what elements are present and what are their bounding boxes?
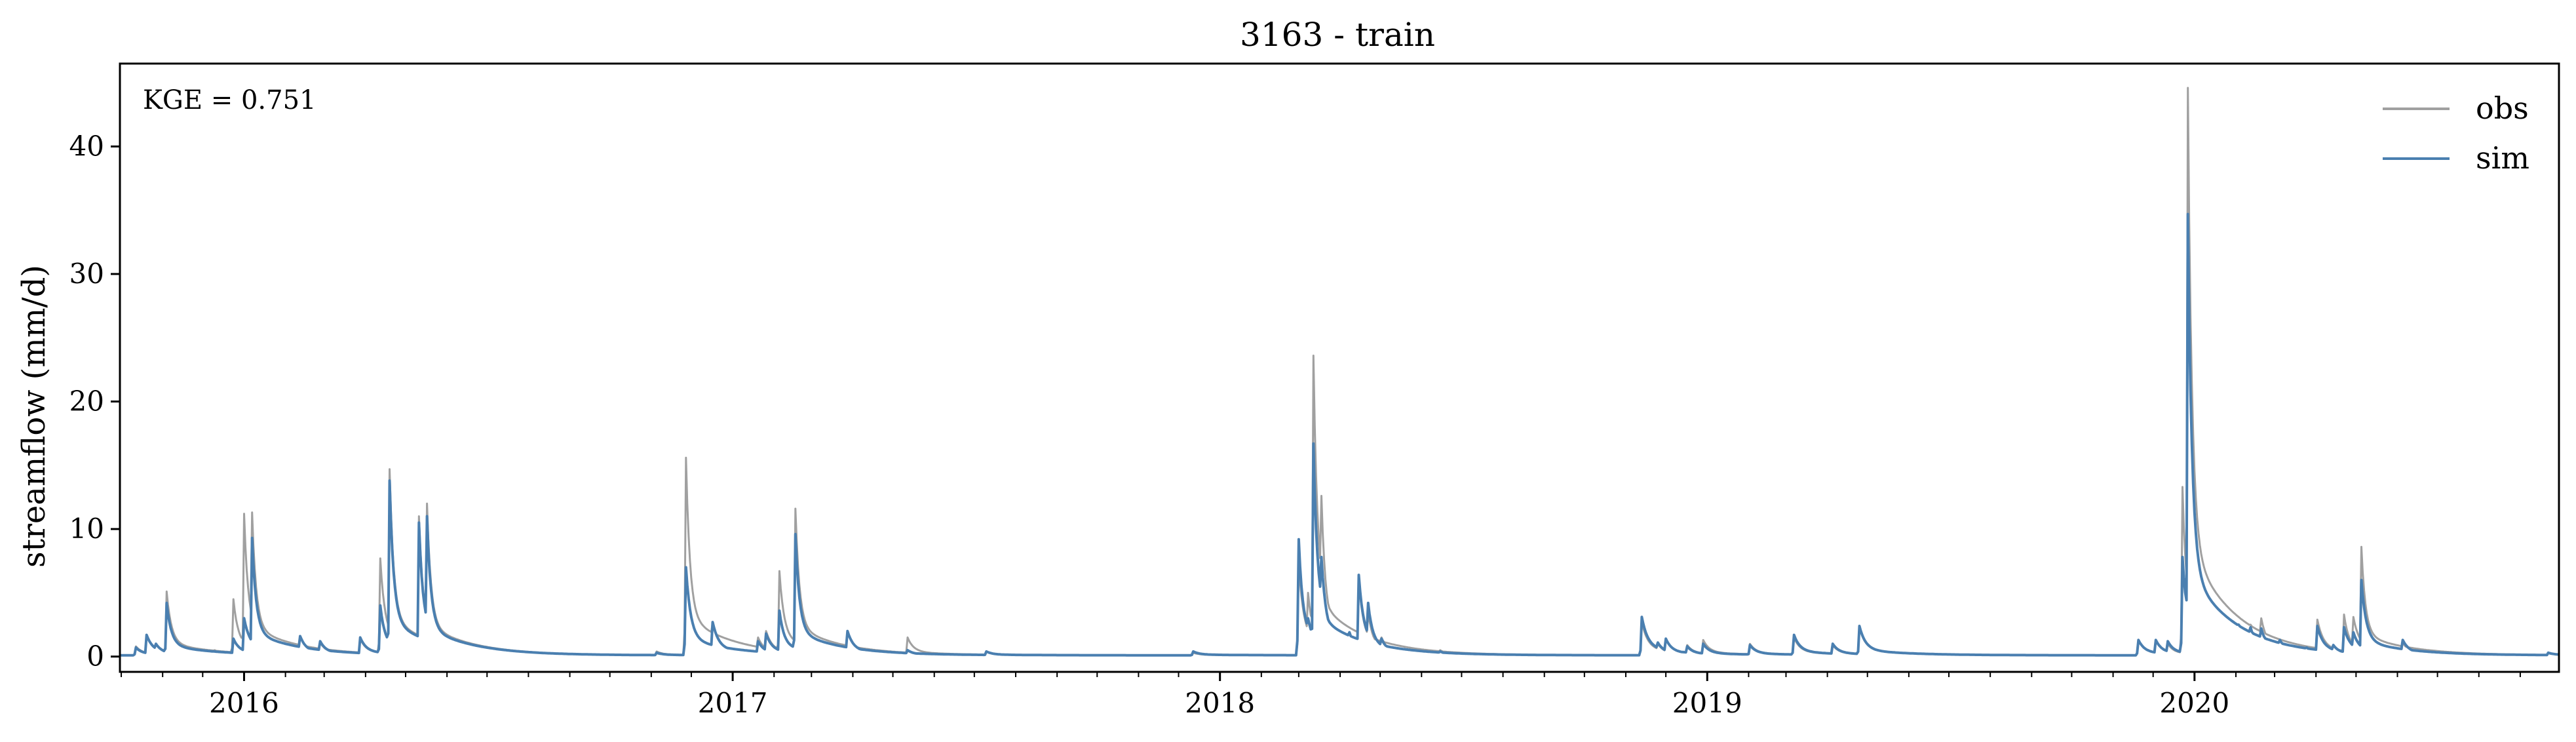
y-tick-label: 0 xyxy=(87,640,104,673)
x-tick-label: 2016 xyxy=(209,687,279,719)
kge-annotation: KGE = 0.751 xyxy=(143,85,317,115)
x-tick-label: 2017 xyxy=(698,687,768,719)
y-tick-label: 10 xyxy=(69,513,104,545)
x-tick-label: 2020 xyxy=(2159,687,2229,719)
x-tick-label: 2019 xyxy=(1672,687,1742,719)
chart-title: 3163 - train xyxy=(1240,16,1435,54)
legend-label-obs: obs xyxy=(2476,90,2529,126)
y-tick-label: 30 xyxy=(69,258,104,290)
series-line-obs xyxy=(120,87,2560,657)
y-tick-label: 20 xyxy=(69,385,104,418)
series-line-sim xyxy=(120,212,2560,657)
legend: obs sim xyxy=(2383,90,2529,176)
series-lines xyxy=(120,87,2560,657)
axis-ticks: 0 10 20 30 40 2016 2017 2018 2019 2020 xyxy=(69,130,2521,719)
x-tick-label: 2018 xyxy=(1185,687,1255,719)
legend-label-sim: sim xyxy=(2476,140,2529,176)
y-axis-label: streamflow (mm/d) xyxy=(16,265,52,568)
y-tick-label: 40 xyxy=(69,130,104,162)
plot-frame xyxy=(119,62,2560,673)
